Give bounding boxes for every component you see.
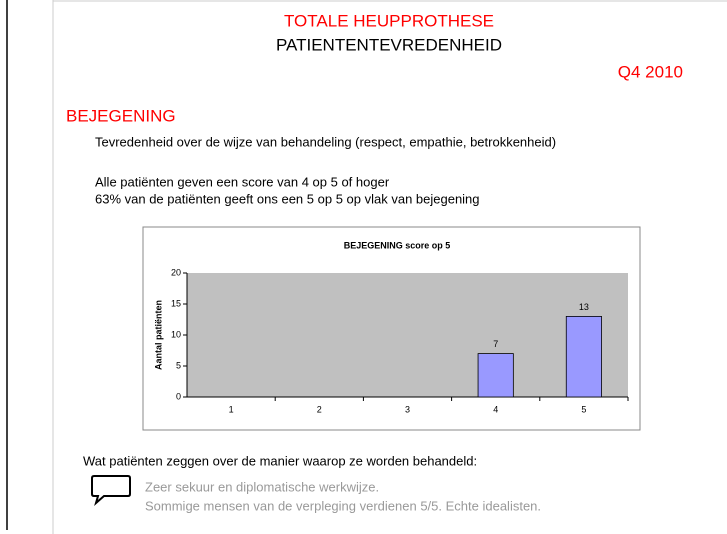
- chart-title: BEJEGENING score op 5: [344, 240, 451, 250]
- finding: Alle patiënten geven een score van 4 op …: [95, 174, 390, 189]
- quote: Sommige mensen van de verpleging verdien…: [145, 498, 541, 513]
- section-heading: BEJEGENING: [66, 106, 176, 125]
- x-tick-label: 1: [229, 404, 234, 414]
- comments-intro: Wat patiënten zeggen over de manier waar…: [83, 453, 477, 468]
- x-tick-label: 3: [405, 404, 410, 414]
- plot-area: [187, 273, 628, 397]
- period: Q4 2010: [618, 62, 683, 81]
- x-tick-label: 5: [581, 404, 586, 414]
- subtitle: PATIENTENTEVREDENHEID: [276, 35, 502, 54]
- y-tick-label: 10: [171, 329, 181, 339]
- description: Tevredenheid over de wijze van behandeli…: [95, 134, 556, 149]
- bar: [565, 315, 602, 398]
- finding: 63% van de patiënten geeft ons een 5 op …: [95, 191, 480, 206]
- y-tick-label: 5: [176, 360, 181, 370]
- title: TOTALE HEUPPROTHESE: [284, 11, 494, 30]
- x-tick-label: 2: [317, 404, 322, 414]
- value-label: 7: [493, 339, 498, 349]
- y-tick-label: 20: [171, 267, 181, 277]
- y-tick-label: 0: [176, 391, 181, 401]
- y-axis-label: Aantal patiënten: [153, 300, 163, 370]
- value-label: 13: [579, 302, 589, 312]
- bar: [477, 353, 514, 398]
- quote: Zeer sekuur en diplomatische werkwijze.: [145, 479, 379, 494]
- y-tick-label: 15: [171, 298, 181, 308]
- speech-icon: [91, 475, 131, 506]
- x-tick-label: 4: [493, 404, 498, 414]
